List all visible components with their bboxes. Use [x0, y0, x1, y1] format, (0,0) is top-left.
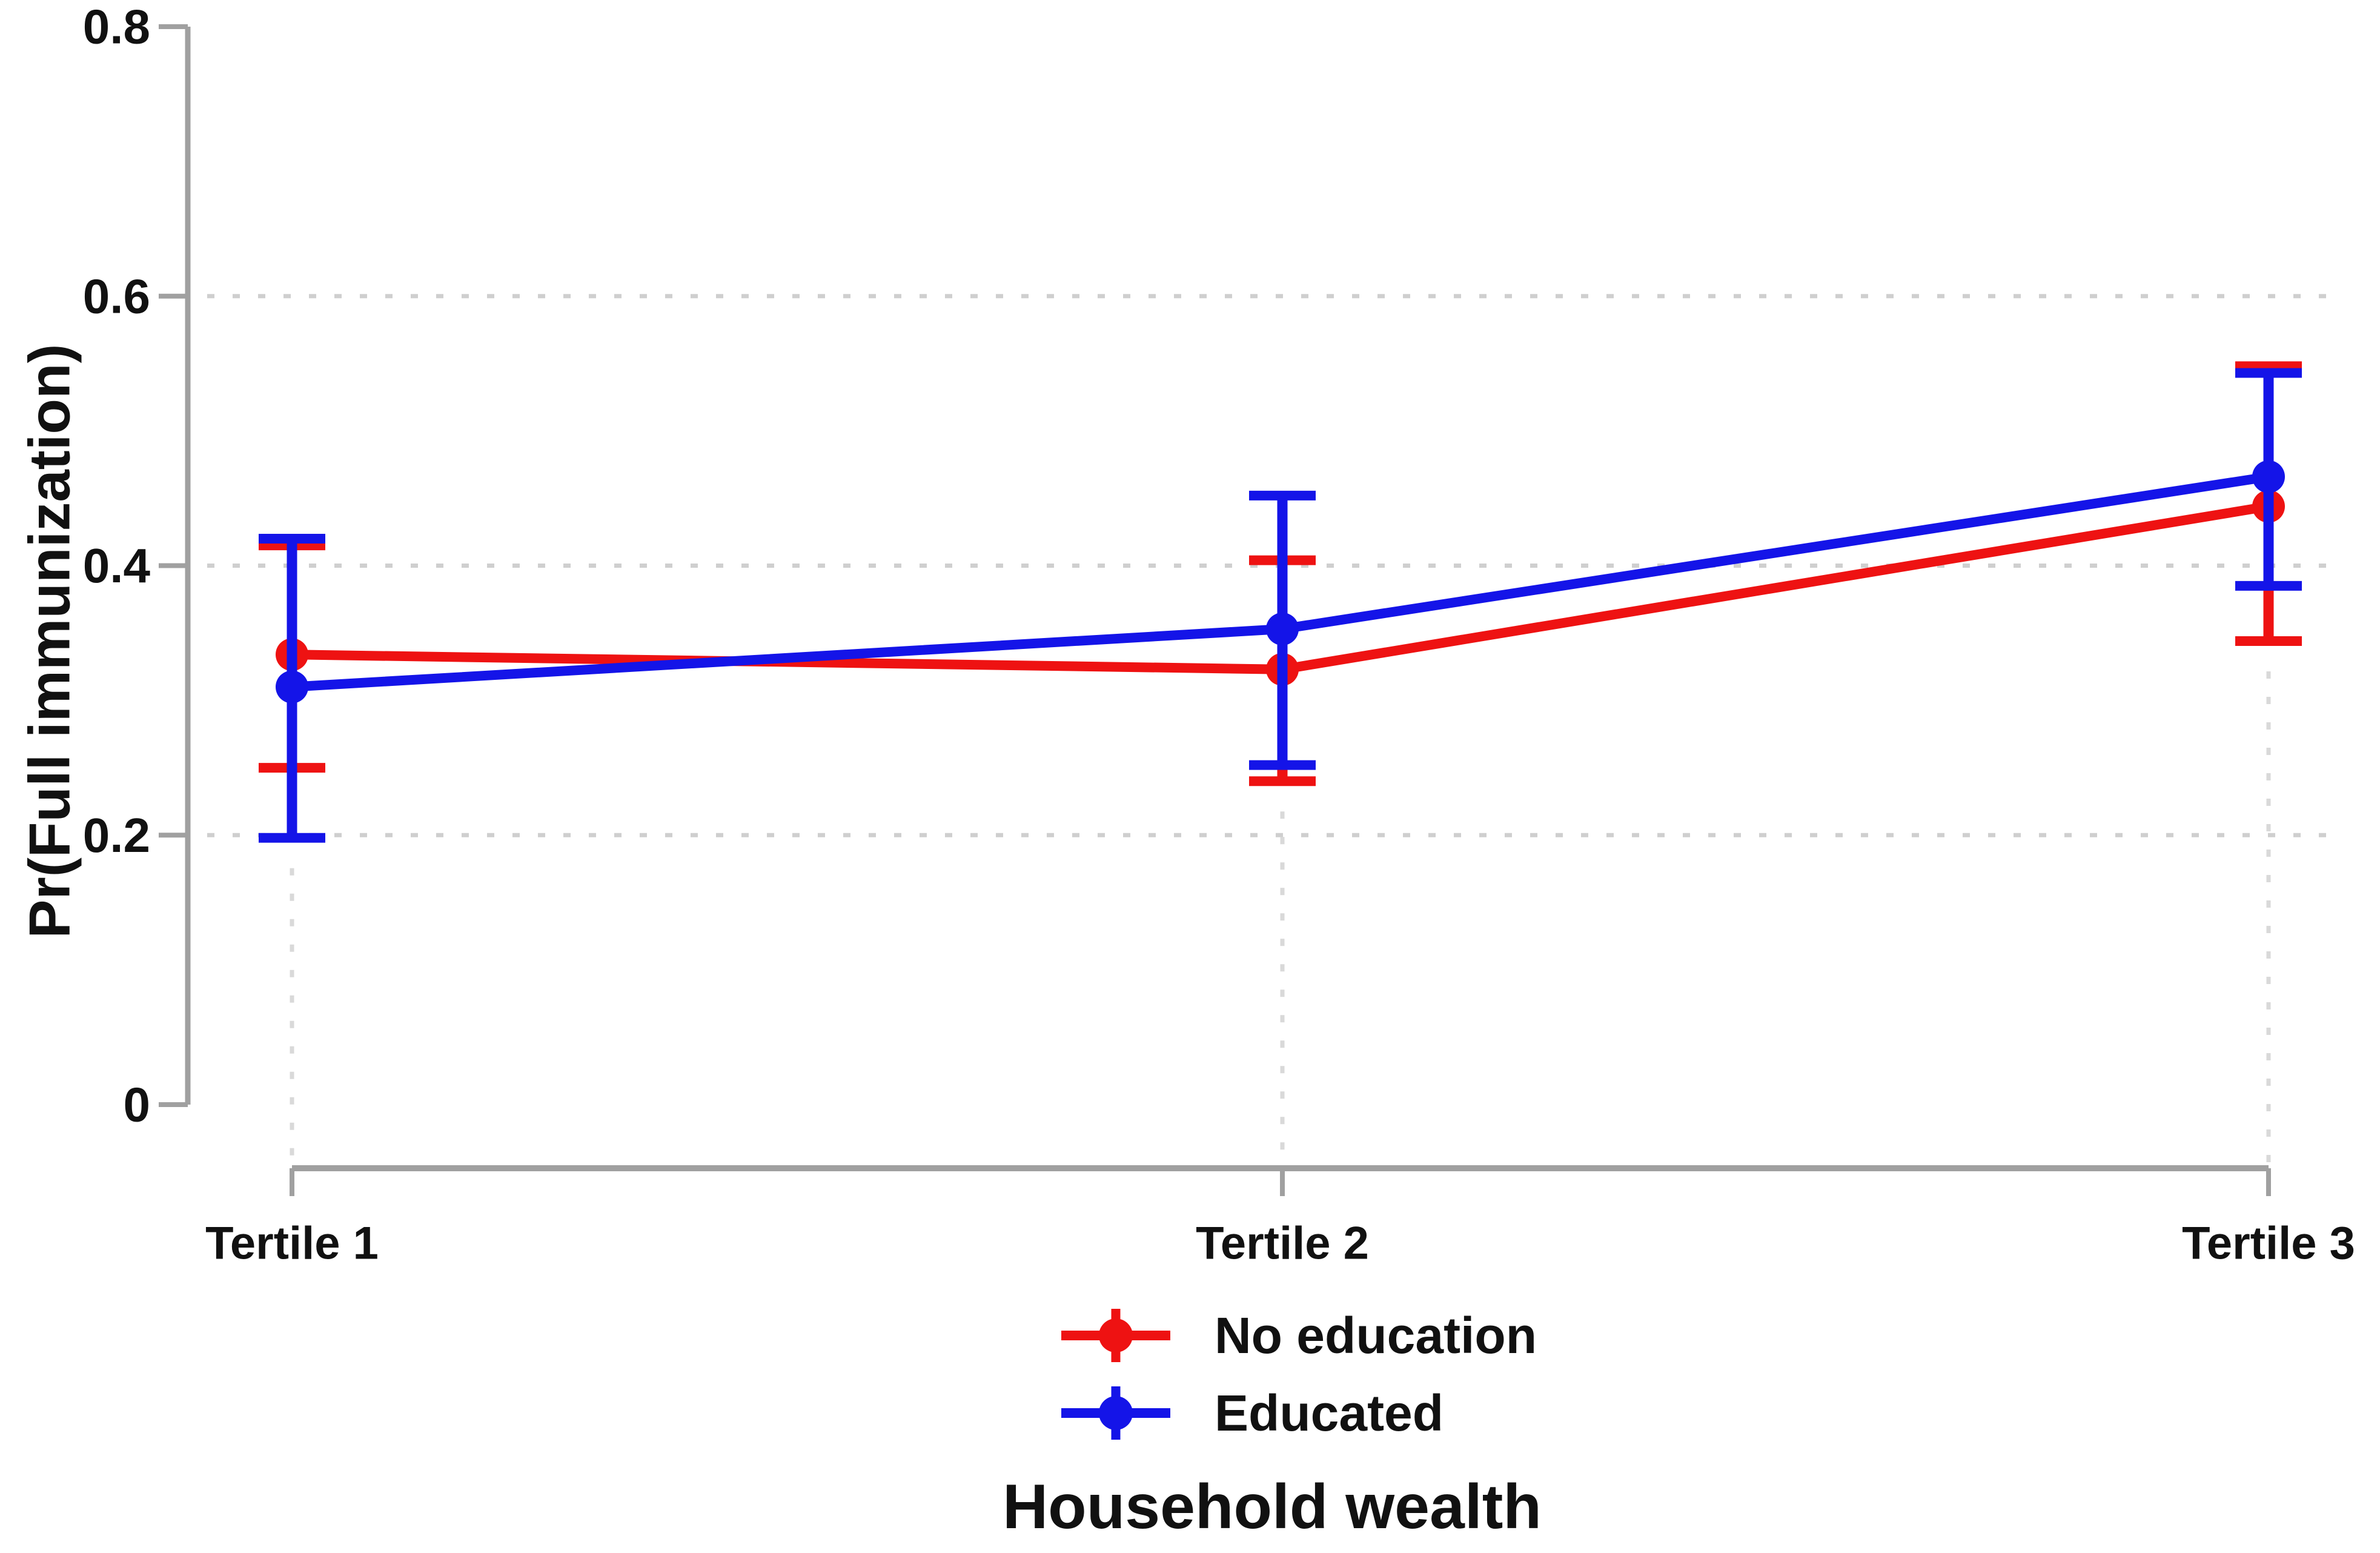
marker-educated — [2252, 460, 2285, 493]
legend-key-marker-educated — [1099, 1396, 1133, 1430]
y-tick-label: 0.4 — [83, 539, 151, 593]
x-tick-label-tertile-2: Tertile 2 — [1196, 1218, 1369, 1269]
x-axis-title: Household wealth — [1003, 1472, 1542, 1542]
y-axis-title: Pr(Full immunization) — [18, 344, 82, 938]
x-tick-label-tertile-1: Tertile 1 — [205, 1218, 379, 1269]
legend-label-no-education: No education — [1215, 1307, 1537, 1364]
y-tick-label: 0.2 — [83, 808, 150, 862]
legend-label-educated: Educated — [1215, 1385, 1444, 1442]
marker-educated — [1266, 613, 1299, 646]
y-tick-label: 0.6 — [83, 269, 150, 323]
marker-educated — [276, 670, 308, 703]
legend-key-marker-no-education — [1099, 1319, 1133, 1352]
y-tick-label: 0 — [124, 1078, 151, 1132]
chart-layers: 0 0.2 0.4 0.6 0.8 Tertile 1 Tertile 2 Tertile 3… — [83, 0, 2355, 1442]
x-tick-label-tertile-3: Tertile 3 — [2182, 1218, 2355, 1269]
y-tick-label: 0.8 — [83, 0, 150, 54]
